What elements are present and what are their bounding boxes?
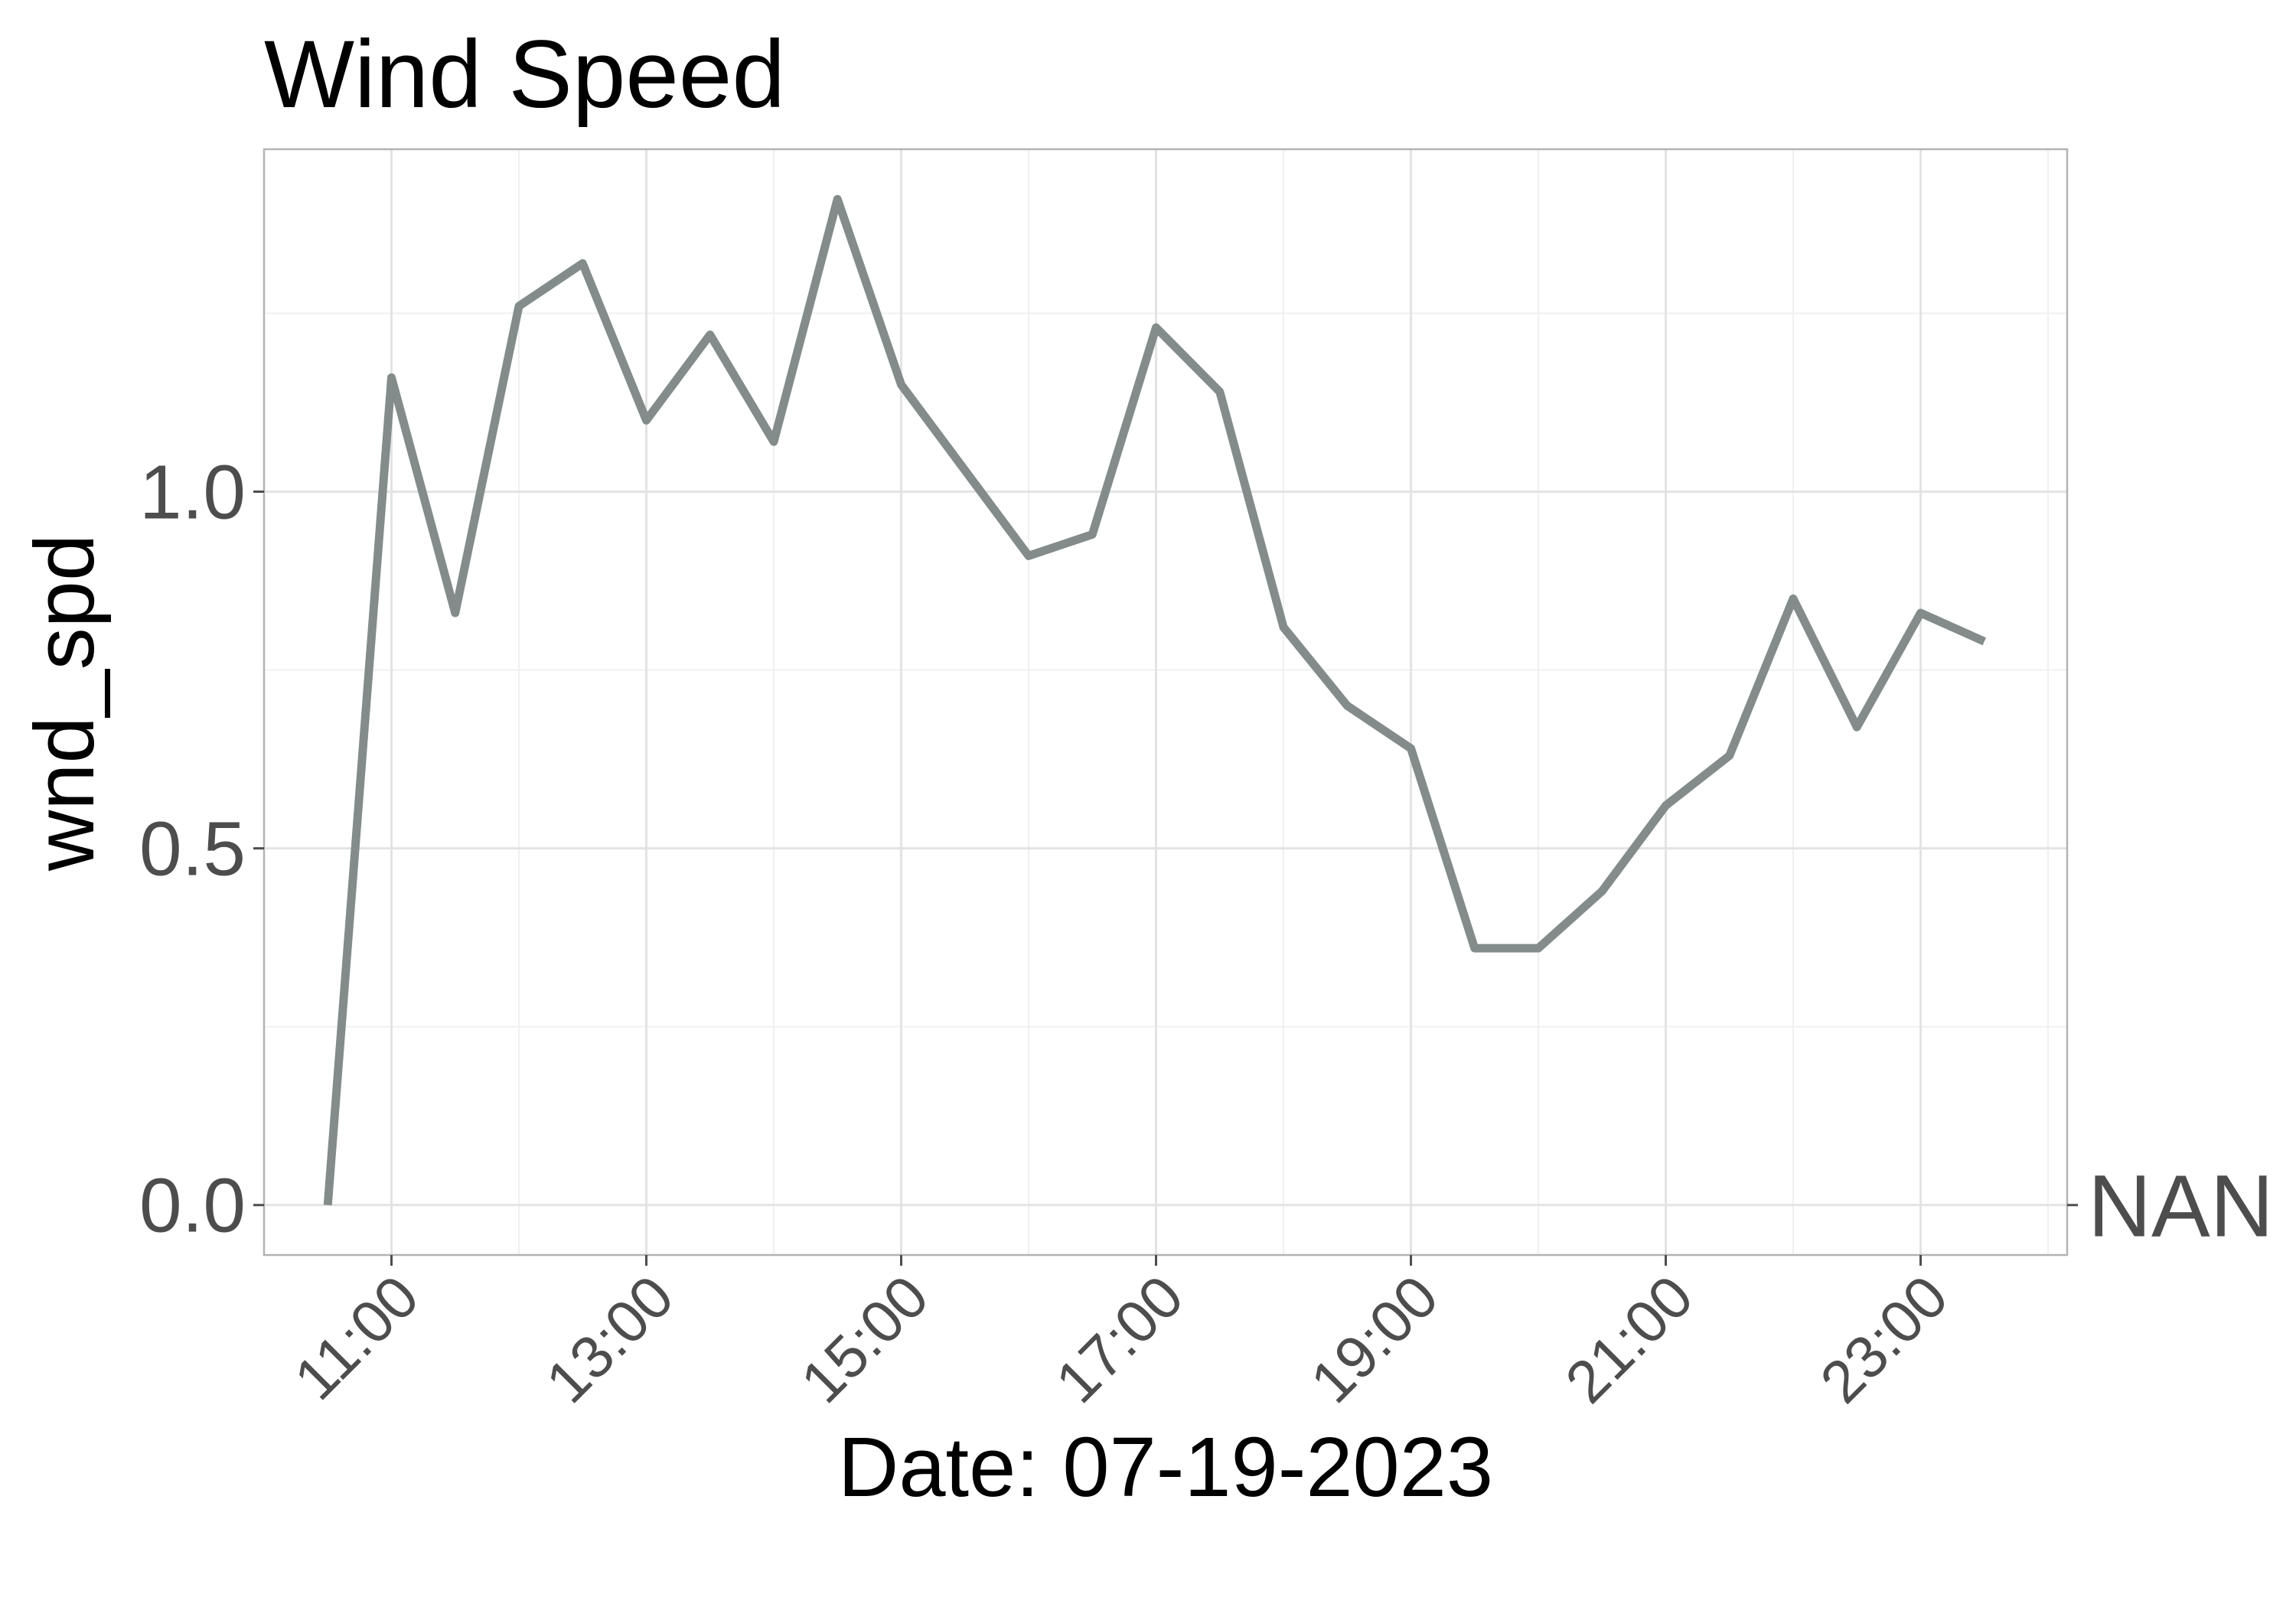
x-axis: 11:00 13:00 15:00 17:00 19:00 21:00 23:00 xyxy=(281,1255,1961,1416)
data-point xyxy=(643,416,651,424)
data-point xyxy=(1853,723,1861,731)
y-tick-label: 0.0 xyxy=(139,1163,246,1249)
x-tick-label: 13:00 xyxy=(533,1263,686,1416)
data-point xyxy=(1216,388,1224,396)
data-point xyxy=(1598,888,1606,895)
y-tick-label: 1.0 xyxy=(139,449,246,535)
major-gridlines xyxy=(264,149,2067,1255)
y-tick-label: 0.5 xyxy=(139,807,246,892)
data-point xyxy=(515,302,523,310)
x-tick-label: 11:00 xyxy=(281,1263,431,1413)
data-point xyxy=(1917,609,1925,617)
x-tick-label: 19:00 xyxy=(1297,1263,1450,1416)
chart-title: Wind Speed xyxy=(264,21,785,128)
data-point xyxy=(579,259,586,267)
x-tick-label: 17:00 xyxy=(1042,1263,1195,1416)
data-point xyxy=(1534,944,1542,952)
plot-panel-border xyxy=(263,148,2069,1257)
data-point xyxy=(961,467,969,474)
data-point xyxy=(1153,324,1160,331)
data-point xyxy=(1280,624,1287,631)
x-tick-label: 23:00 xyxy=(1807,1263,1960,1416)
nan-annotation: NAN xyxy=(2067,1158,2274,1256)
x-axis-title: Date: 07-19-2023 xyxy=(838,1420,1493,1514)
data-point xyxy=(1343,702,1351,709)
data-point xyxy=(1662,802,1670,810)
data-point xyxy=(898,381,905,389)
wind-speed-line xyxy=(323,194,1987,1206)
y-axis: 0.0 0.5 1.0 xyxy=(139,449,264,1249)
x-tick-label: 15:00 xyxy=(788,1263,941,1416)
data-point xyxy=(1726,751,1733,759)
data-point xyxy=(770,438,778,445)
data-point xyxy=(1407,745,1415,752)
minor-gridlines xyxy=(263,149,2067,1255)
data-point xyxy=(324,1201,331,1209)
data-point xyxy=(1981,637,1988,645)
nan-label: NAN xyxy=(2088,1158,2274,1256)
data-point xyxy=(452,609,459,617)
data-point xyxy=(1471,944,1479,952)
data-point xyxy=(1789,595,1797,602)
y-axis-title: wnd_spd xyxy=(18,534,112,872)
data-point xyxy=(1088,530,1096,538)
data-point xyxy=(1025,552,1032,559)
data-point xyxy=(706,331,714,338)
data-point xyxy=(833,195,841,203)
data-point xyxy=(388,373,396,381)
x-tick-label: 21:00 xyxy=(1552,1263,1705,1416)
